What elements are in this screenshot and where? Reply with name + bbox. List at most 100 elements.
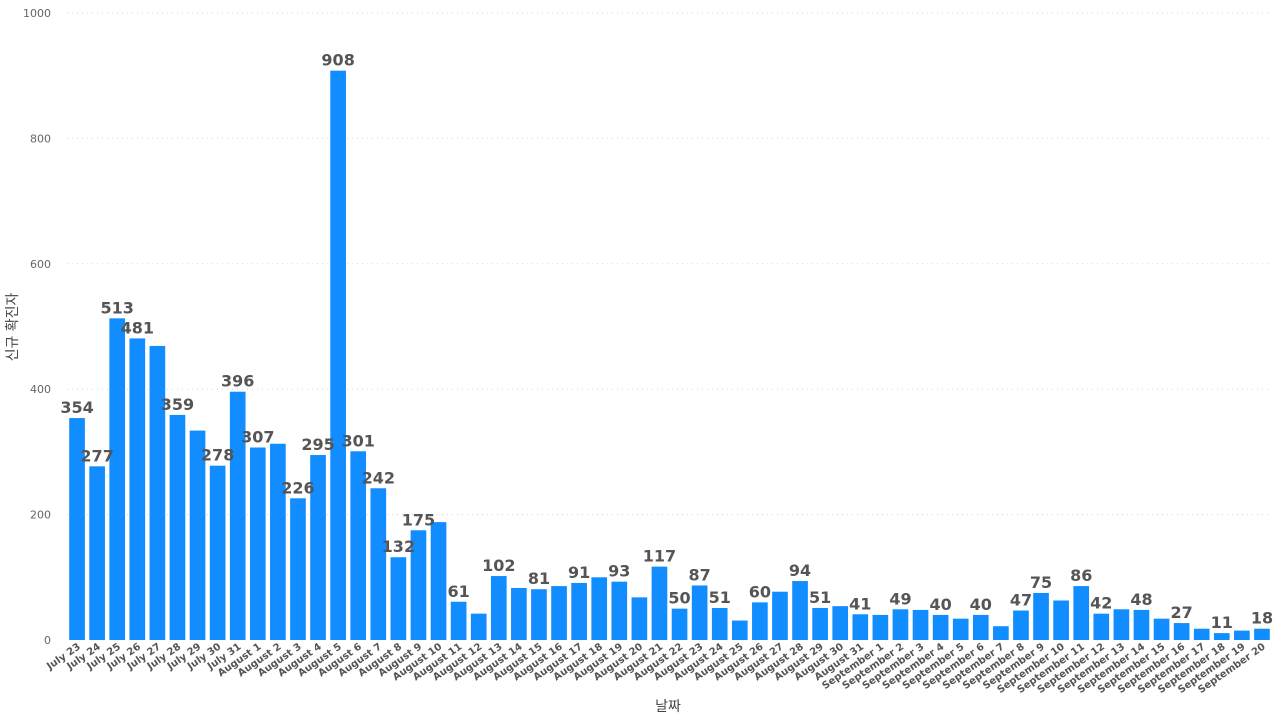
bar[interactable]: [1033, 592, 1049, 640]
bar[interactable]: [69, 418, 85, 640]
bar[interactable]: [792, 581, 808, 640]
bar[interactable]: [350, 451, 367, 640]
data-label: 40: [970, 595, 992, 614]
data-label: 87: [688, 565, 710, 584]
bar[interactable]: [149, 345, 166, 640]
y-tick-label: 0: [44, 634, 51, 647]
bar[interactable]: [109, 318, 126, 640]
bar[interactable]: [229, 391, 246, 640]
bar[interactable]: [691, 585, 708, 640]
bar[interactable]: [1234, 630, 1250, 640]
bar[interactable]: [1254, 628, 1270, 640]
data-label: 93: [608, 562, 630, 581]
bar[interactable]: [1053, 600, 1069, 640]
bar[interactable]: [370, 488, 387, 640]
bar[interactable]: [591, 577, 608, 640]
data-label: 40: [929, 595, 951, 614]
bar[interactable]: [852, 614, 869, 640]
bar[interactable]: [711, 608, 728, 640]
y-tick-label: 1000: [23, 7, 51, 20]
bar[interactable]: [832, 606, 849, 640]
bar[interactable]: [330, 70, 346, 640]
data-label: 42: [1090, 594, 1112, 613]
bar[interactable]: [812, 608, 828, 640]
bar[interactable]: [772, 591, 788, 640]
bar[interactable]: [511, 587, 527, 640]
y-tick-label: 600: [30, 258, 51, 271]
bar[interactable]: [872, 614, 889, 640]
data-label: 513: [101, 298, 134, 317]
bar[interactable]: [731, 620, 748, 640]
bar[interactable]: [611, 581, 628, 640]
bar[interactable]: [571, 582, 587, 640]
data-label: 396: [221, 372, 254, 391]
data-label: 132: [382, 537, 415, 556]
data-label: 61: [447, 582, 469, 601]
data-label: 51: [809, 588, 831, 607]
y-tick-label: 800: [30, 132, 51, 145]
data-label: 242: [362, 468, 395, 487]
bar[interactable]: [310, 455, 326, 640]
data-label: 81: [528, 569, 550, 588]
bar[interactable]: [1213, 633, 1230, 640]
data-label: 301: [342, 431, 375, 450]
bar[interactable]: [1133, 609, 1150, 640]
bar[interactable]: [390, 557, 407, 640]
data-label: 47: [1010, 591, 1032, 610]
bar[interactable]: [290, 498, 306, 640]
data-label: 278: [201, 446, 234, 465]
data-label: 94: [789, 561, 811, 580]
bar[interactable]: [631, 597, 648, 640]
bar[interactable]: [932, 614, 949, 640]
bar[interactable]: [470, 613, 487, 640]
bar[interactable]: [1113, 609, 1130, 640]
data-label: 908: [321, 51, 354, 70]
bar[interactable]: [89, 466, 105, 640]
bar[interactable]: [551, 586, 567, 640]
bars: [69, 70, 1270, 640]
bar[interactable]: [129, 338, 146, 640]
bar[interactable]: [1153, 618, 1170, 640]
data-label: 49: [889, 589, 911, 608]
x-axis-title: 날짜: [655, 699, 681, 715]
data-label: 175: [402, 510, 435, 529]
bar[interactable]: [1173, 623, 1190, 640]
bar[interactable]: [651, 566, 668, 640]
bar[interactable]: [952, 618, 969, 640]
y-tick-label: 400: [30, 383, 51, 396]
bar[interactable]: [430, 522, 447, 640]
bar[interactable]: [1073, 586, 1090, 640]
data-label: 50: [668, 589, 690, 608]
y-tick-label: 200: [30, 509, 51, 522]
bar[interactable]: [249, 447, 266, 640]
bar[interactable]: [892, 609, 909, 640]
bar[interactable]: [993, 626, 1009, 640]
data-label: 27: [1170, 603, 1192, 622]
bar[interactable]: [1013, 610, 1029, 640]
bar[interactable]: [410, 530, 427, 640]
data-label: 75: [1030, 573, 1052, 592]
bar[interactable]: [450, 601, 467, 640]
bar[interactable]: [972, 614, 989, 640]
bar[interactable]: [531, 589, 547, 640]
bar[interactable]: [490, 576, 507, 640]
bar[interactable]: [209, 465, 226, 640]
data-label: 18: [1251, 609, 1273, 628]
data-label: 481: [121, 318, 154, 337]
data-label: 48: [1130, 590, 1152, 609]
bar[interactable]: [752, 602, 768, 640]
data-label: 51: [709, 588, 731, 607]
bar[interactable]: [189, 430, 206, 640]
bar[interactable]: [1093, 613, 1110, 640]
data-label: 60: [749, 582, 771, 601]
data-label: 307: [241, 428, 274, 447]
bar[interactable]: [270, 443, 286, 640]
data-label: 295: [301, 435, 334, 454]
bar[interactable]: [671, 608, 688, 640]
data-label: 41: [849, 594, 871, 613]
bar[interactable]: [912, 609, 929, 640]
bar[interactable]: [169, 414, 186, 640]
bar[interactable]: [1193, 628, 1210, 640]
